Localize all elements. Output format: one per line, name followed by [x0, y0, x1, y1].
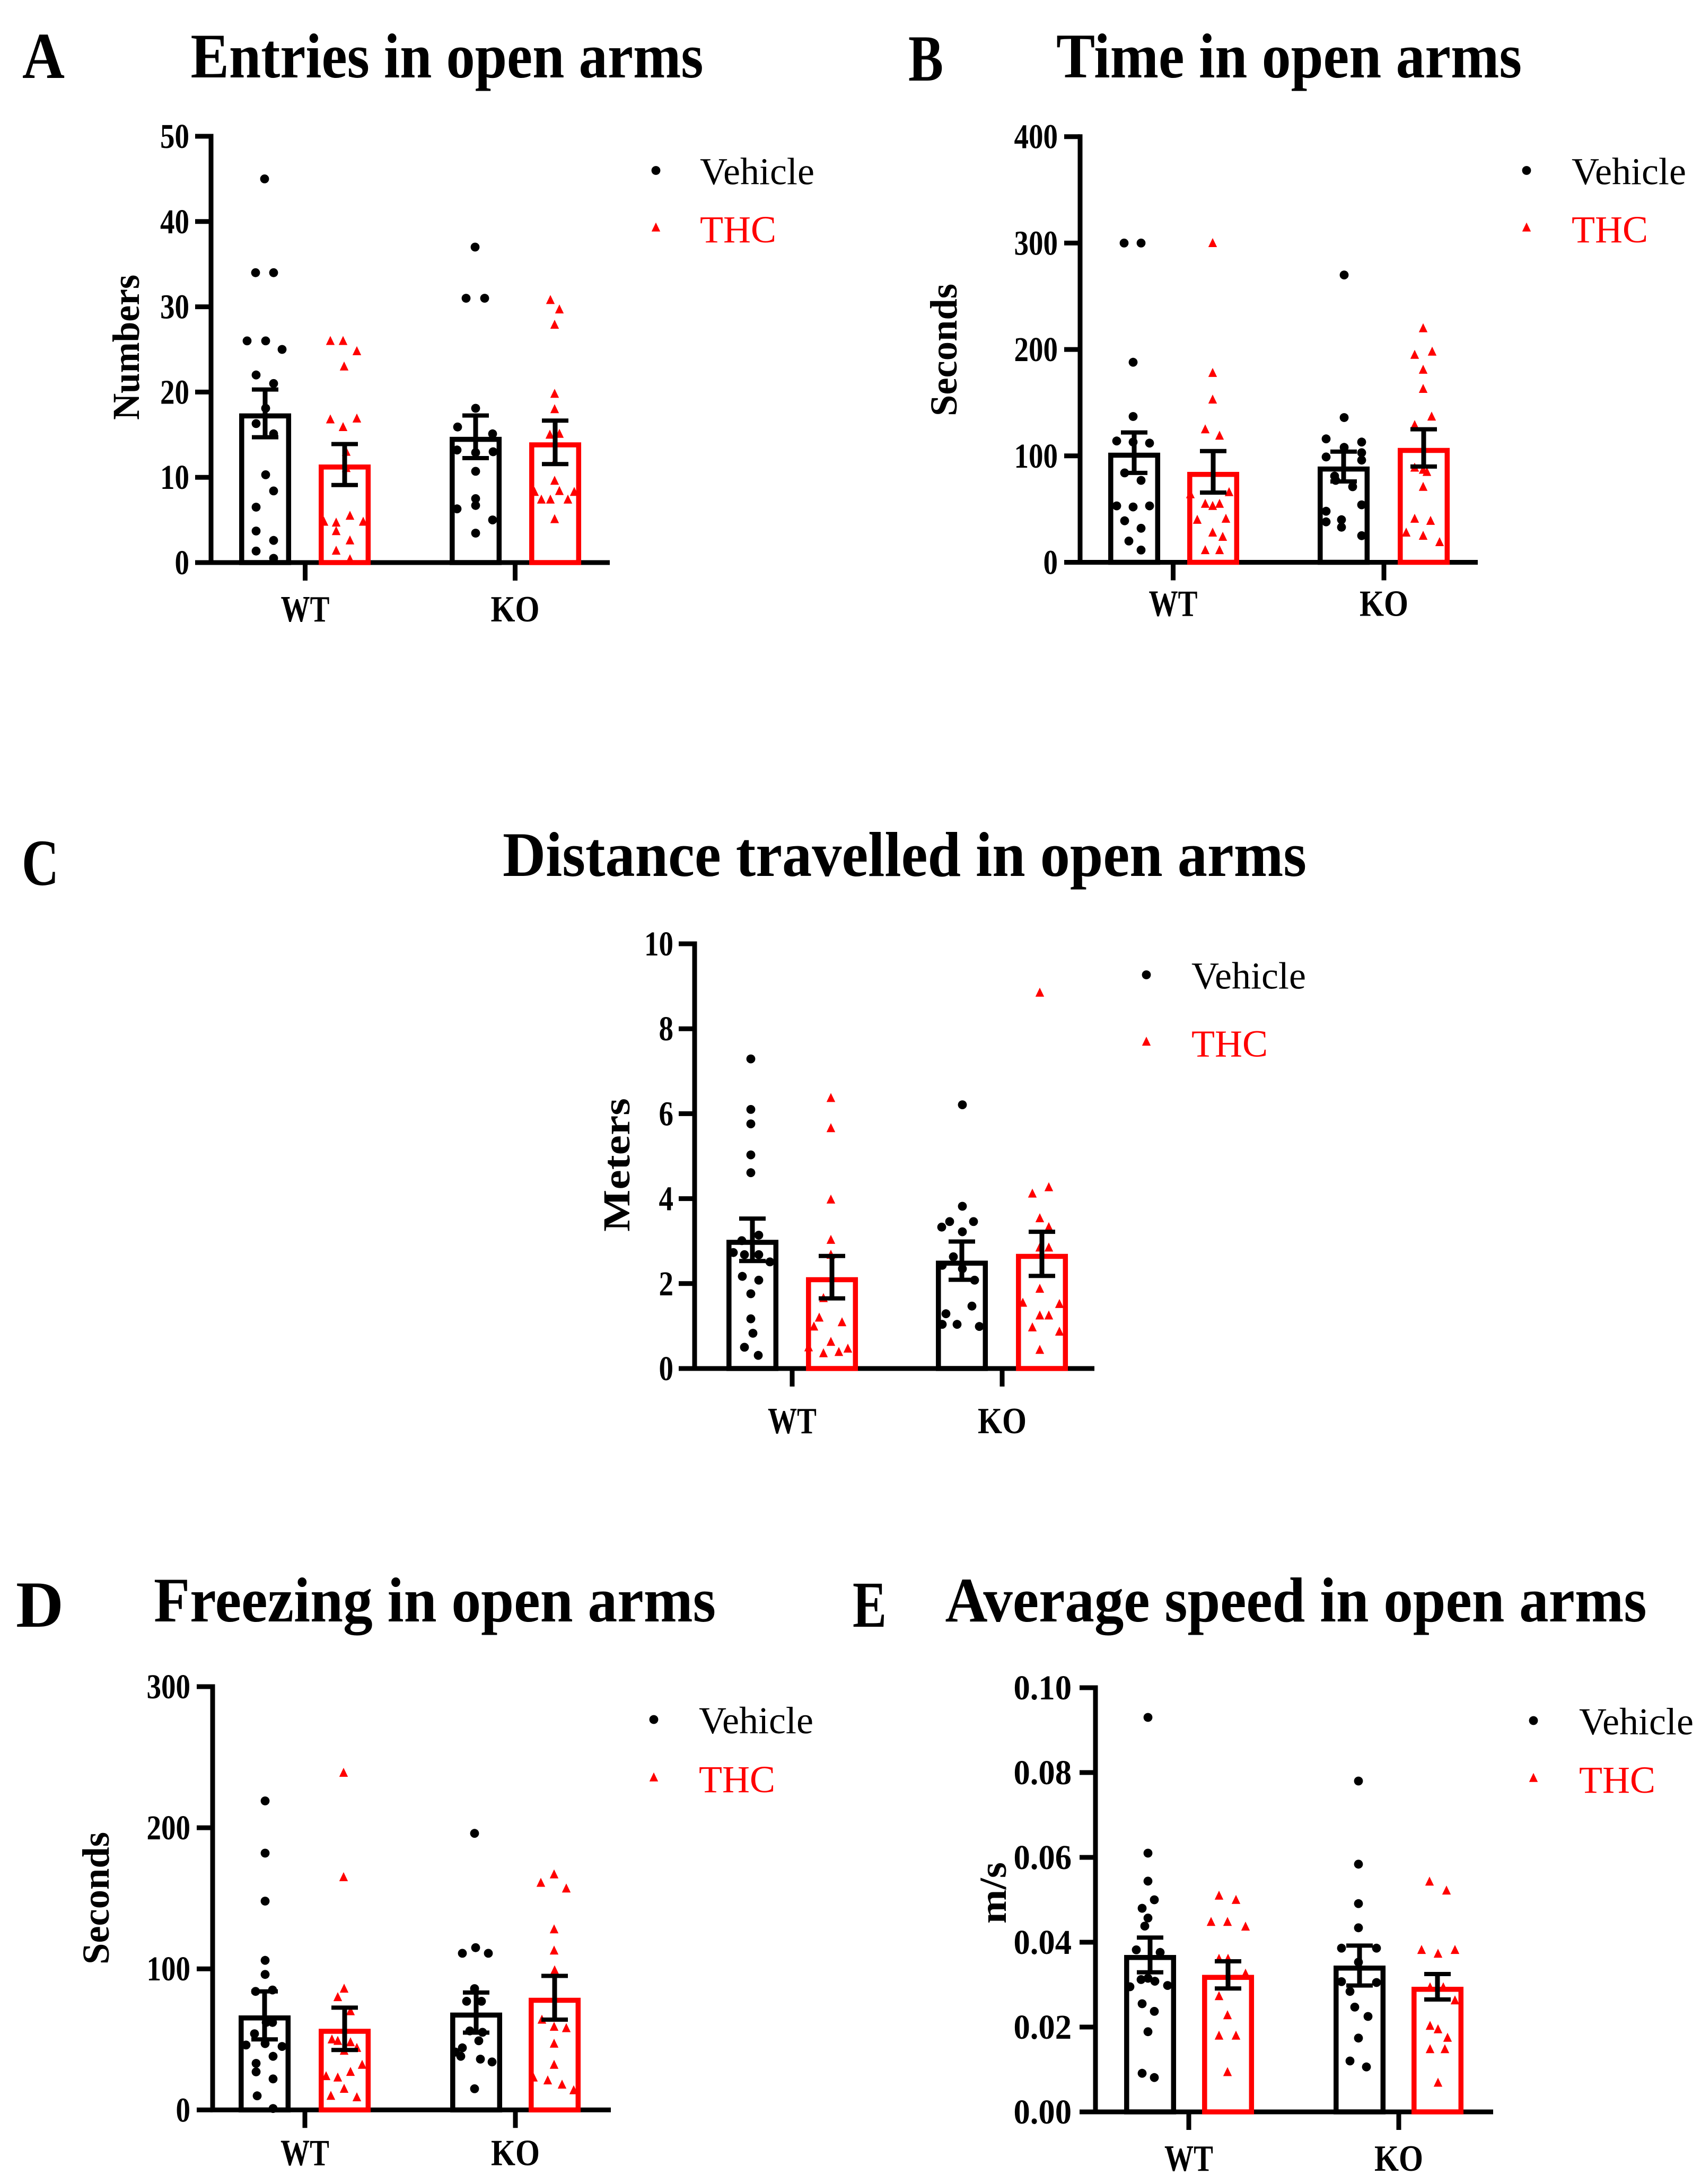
svg-text:WT: WT	[1149, 584, 1198, 625]
svg-text:0.08: 0.08	[1014, 1753, 1072, 1792]
svg-text:KO: KO	[1360, 584, 1408, 625]
svg-text:THC: THC	[1579, 1759, 1655, 1801]
svg-text:THC: THC	[1572, 208, 1648, 251]
svg-text:Vehicle: Vehicle	[1572, 151, 1686, 193]
svg-text:0: 0	[1044, 543, 1058, 582]
svg-text:0.10: 0.10	[1014, 1669, 1072, 1707]
svg-text:Meters: Meters	[595, 1098, 638, 1232]
svg-text:100: 100	[147, 1950, 191, 1988]
svg-text:Vehicle: Vehicle	[700, 151, 814, 193]
svg-text:200: 200	[1014, 330, 1058, 369]
svg-text:4: 4	[659, 1180, 674, 1218]
svg-text:C: C	[22, 827, 59, 899]
svg-text:KO: KO	[491, 589, 540, 630]
svg-text:Seconds: Seconds	[923, 284, 965, 416]
svg-text:2: 2	[659, 1265, 674, 1303]
svg-text:20: 20	[160, 373, 189, 411]
svg-text:THC: THC	[699, 1758, 775, 1801]
svg-text:30: 30	[160, 288, 189, 327]
svg-text:0: 0	[176, 2091, 191, 2129]
svg-text:Seconds: Seconds	[75, 1832, 117, 1964]
svg-text:WT: WT	[281, 589, 330, 630]
svg-text:0.02: 0.02	[1014, 2008, 1072, 2047]
svg-text:6: 6	[659, 1094, 674, 1133]
svg-text:0.00: 0.00	[1014, 2093, 1072, 2132]
svg-text:40: 40	[160, 203, 189, 241]
svg-text:300: 300	[147, 1668, 191, 1706]
svg-text:E: E	[853, 1568, 887, 1641]
svg-text:D: D	[16, 1568, 64, 1641]
svg-text:50: 50	[160, 117, 189, 156]
svg-text:Vehicle: Vehicle	[1579, 1700, 1694, 1743]
svg-text:0: 0	[659, 1349, 674, 1388]
svg-text:300: 300	[1014, 224, 1058, 262]
svg-text:400: 400	[1014, 118, 1058, 156]
svg-text:10: 10	[160, 458, 189, 497]
svg-text:Numbers: Numbers	[105, 275, 147, 420]
svg-text:Vehicle: Vehicle	[1191, 955, 1306, 997]
svg-text:Entries in open arms: Entries in open arms	[191, 21, 704, 91]
svg-text:0.06: 0.06	[1014, 1838, 1072, 1877]
svg-text:Average speed in open arms: Average speed in open arms	[945, 1565, 1647, 1636]
svg-text:Time in open arms: Time in open arms	[1056, 21, 1522, 91]
svg-text:WT: WT	[1164, 2138, 1213, 2179]
svg-text:0: 0	[175, 543, 190, 582]
svg-text:100: 100	[1014, 437, 1058, 476]
svg-text:Distance travelled in open arm: Distance travelled in open arms	[503, 819, 1307, 890]
svg-text:m/s: m/s	[972, 1862, 1014, 1924]
svg-text:10: 10	[644, 925, 673, 963]
svg-text:Freezing in open arms: Freezing in open arms	[154, 1565, 716, 1636]
svg-text:WT: WT	[280, 2133, 329, 2173]
svg-text:0.04: 0.04	[1014, 1923, 1072, 1962]
svg-text:B: B	[908, 22, 943, 95]
svg-text:8: 8	[659, 1010, 674, 1048]
svg-text:KO: KO	[491, 2133, 540, 2173]
svg-text:KO: KO	[1374, 2138, 1423, 2179]
svg-text:KO: KO	[978, 1401, 1027, 1442]
svg-text:Vehicle: Vehicle	[699, 1699, 813, 1742]
svg-text:THC: THC	[700, 208, 776, 251]
svg-text:THC: THC	[1191, 1022, 1268, 1065]
svg-text:A: A	[22, 20, 65, 92]
svg-text:WT: WT	[768, 1401, 817, 1442]
svg-text:200: 200	[147, 1809, 191, 1847]
